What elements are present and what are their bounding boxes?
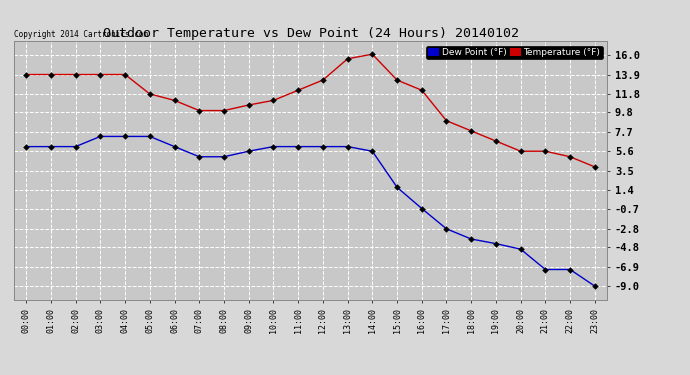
Text: Copyright 2014 Cartronics.com: Copyright 2014 Cartronics.com	[14, 30, 148, 39]
Title: Outdoor Temperature vs Dew Point (24 Hours) 20140102: Outdoor Temperature vs Dew Point (24 Hou…	[103, 27, 518, 40]
Legend: Dew Point (°F), Temperature (°F): Dew Point (°F), Temperature (°F)	[426, 46, 602, 59]
